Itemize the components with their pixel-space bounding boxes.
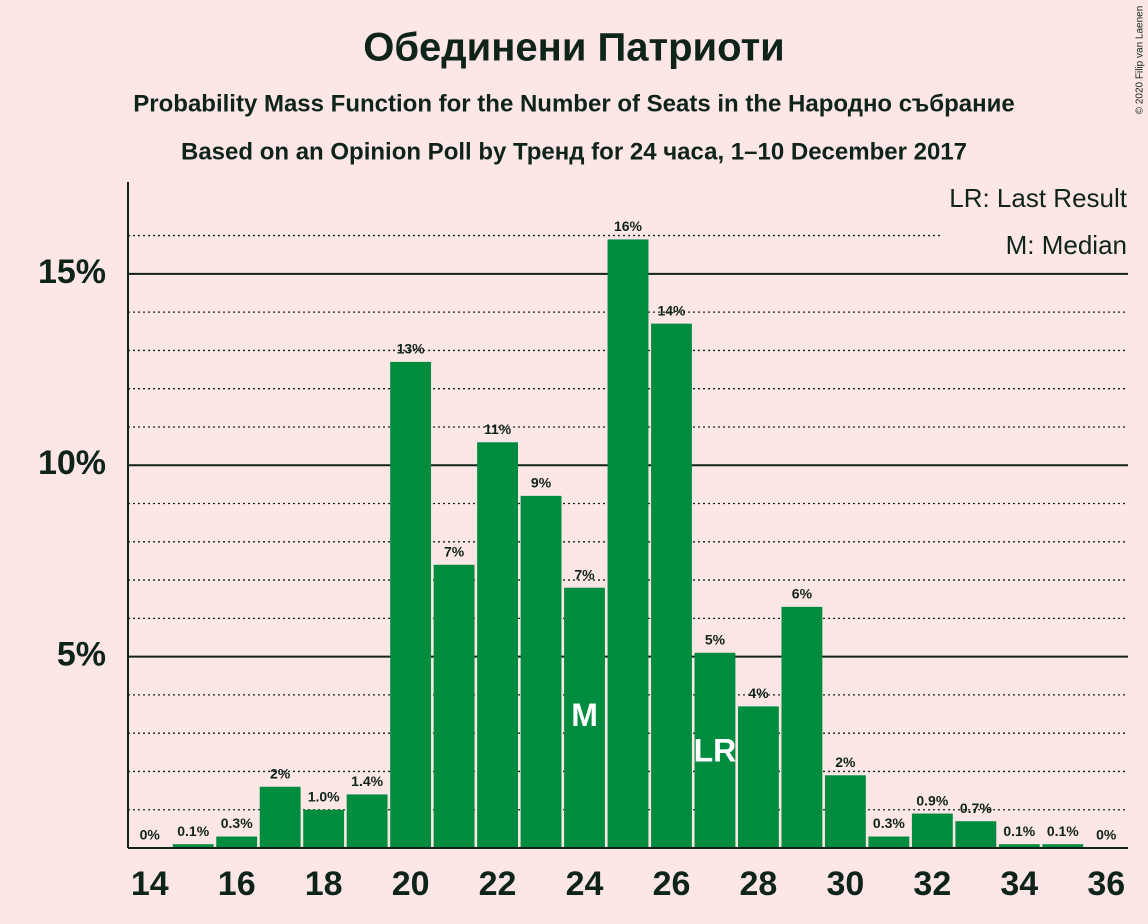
bar	[738, 706, 779, 848]
x-tick-label: 32	[913, 865, 951, 903]
bar	[781, 606, 823, 848]
value-label: 2%	[835, 754, 856, 770]
x-tick-label: 34	[1000, 865, 1038, 903]
bar	[607, 239, 649, 848]
value-label: 7%	[444, 543, 465, 559]
value-label: 13%	[397, 341, 426, 357]
legend-entry: M: Median	[1006, 230, 1127, 260]
value-label: 0%	[140, 827, 161, 843]
bar	[564, 587, 605, 848]
value-label: 0.9%	[916, 792, 948, 808]
value-label: 11%	[484, 421, 512, 437]
bar	[955, 821, 997, 848]
bar	[520, 495, 562, 848]
bar	[868, 836, 910, 848]
value-label: 16%	[614, 218, 643, 234]
annotation: M	[571, 697, 598, 733]
value-label: 14%	[657, 302, 686, 318]
x-tick-label: 26	[653, 865, 691, 903]
chart-subtitle: Based on an Opinion Poll by Тренд for 24…	[181, 138, 967, 165]
value-label: 0.3%	[221, 815, 253, 831]
bar	[477, 442, 518, 848]
bar	[303, 809, 345, 848]
bar	[651, 323, 692, 848]
value-label: 0.7%	[960, 800, 992, 816]
value-label: 0.3%	[873, 815, 905, 831]
bar	[1042, 844, 1084, 848]
bar	[911, 813, 953, 848]
copyright: © 2020 Filip van Laenen	[1135, 6, 1146, 115]
bar	[433, 564, 475, 848]
bar	[824, 775, 866, 848]
value-label: 6%	[792, 586, 813, 602]
y-tick-label: 5%	[57, 636, 106, 674]
value-label: 1.4%	[351, 773, 383, 789]
legend-background	[940, 229, 1128, 265]
x-tick-label: 18	[305, 865, 343, 903]
value-label: 0%	[1096, 827, 1117, 843]
bar	[694, 652, 736, 848]
value-label: 4%	[748, 685, 769, 701]
x-tick-label: 24	[566, 865, 604, 903]
value-label: 1.0%	[308, 788, 340, 804]
legend-entry: LR: Last Result	[949, 183, 1128, 213]
value-label: 7%	[574, 566, 595, 582]
x-tick-label: 36	[1087, 865, 1125, 903]
x-tick-label: 20	[392, 865, 430, 903]
bar	[216, 836, 258, 848]
bar	[259, 786, 301, 848]
y-tick-label: 15%	[38, 253, 106, 291]
bar	[346, 794, 388, 848]
bar	[998, 844, 1040, 848]
y-tick-label: 10%	[38, 444, 106, 482]
value-label: 9%	[531, 475, 552, 491]
value-label: 0.1%	[177, 823, 209, 839]
chart-title: Обединени Патриоти	[363, 26, 785, 70]
x-tick-label: 14	[131, 865, 169, 903]
value-label: 0.1%	[1003, 823, 1035, 839]
x-tick-label: 16	[218, 865, 256, 903]
value-label: 5%	[705, 631, 726, 647]
bar	[172, 844, 214, 848]
chart-subtitle: Probability Mass Function for the Number…	[133, 90, 1014, 117]
value-label: 0.1%	[1047, 823, 1079, 839]
value-label: 2%	[270, 765, 291, 781]
bar	[390, 361, 432, 848]
x-tick-label: 28	[740, 865, 778, 903]
x-tick-label: 30	[826, 865, 864, 903]
annotation: LR	[694, 732, 737, 768]
legend-background	[940, 182, 1128, 218]
x-tick-label: 22	[479, 865, 517, 903]
